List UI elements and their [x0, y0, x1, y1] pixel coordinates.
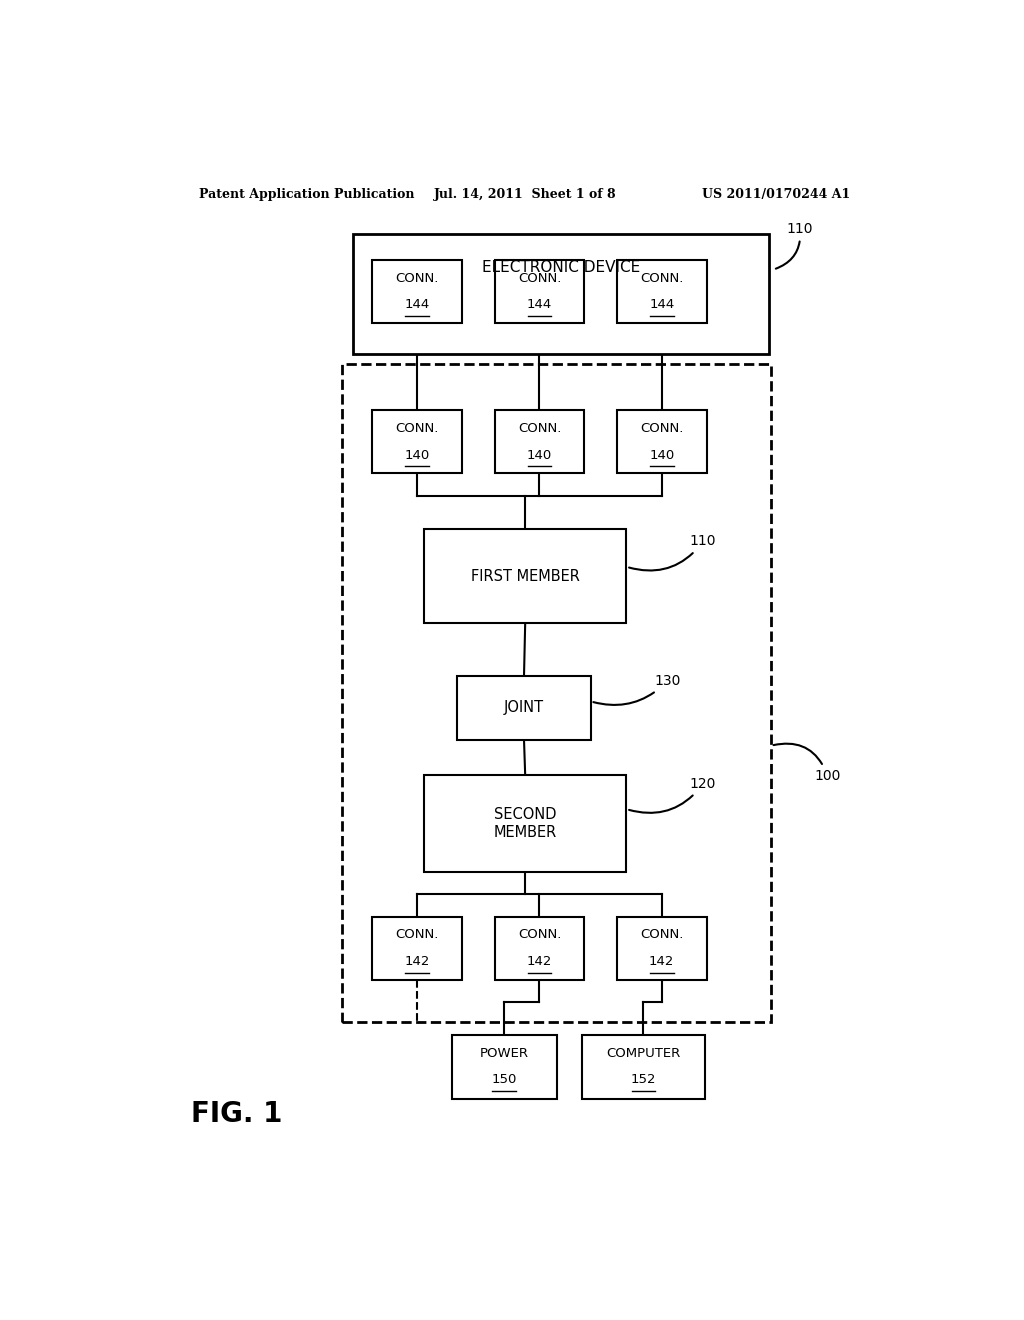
Text: Patent Application Publication: Patent Application Publication	[200, 189, 415, 202]
Text: 150: 150	[492, 1073, 517, 1086]
Text: 110: 110	[629, 535, 717, 570]
Text: 130: 130	[593, 675, 681, 705]
Text: 152: 152	[631, 1073, 656, 1086]
FancyBboxPatch shape	[352, 234, 769, 354]
FancyBboxPatch shape	[616, 411, 707, 474]
FancyBboxPatch shape	[424, 775, 627, 873]
Text: CONN.: CONN.	[395, 928, 439, 941]
Text: 142: 142	[526, 954, 552, 968]
Text: CONN.: CONN.	[518, 422, 561, 436]
Text: 144: 144	[527, 298, 552, 312]
FancyBboxPatch shape	[424, 529, 627, 623]
Text: 144: 144	[649, 298, 675, 312]
FancyBboxPatch shape	[495, 260, 585, 323]
FancyBboxPatch shape	[495, 411, 585, 474]
FancyBboxPatch shape	[616, 916, 707, 979]
Text: SECOND
MEMBER: SECOND MEMBER	[494, 807, 557, 841]
FancyBboxPatch shape	[616, 260, 707, 323]
Text: CONN.: CONN.	[640, 422, 683, 436]
Text: 144: 144	[404, 298, 430, 312]
Text: CONN.: CONN.	[640, 928, 683, 941]
Text: ELECTRONIC DEVICE: ELECTRONIC DEVICE	[481, 260, 640, 275]
Text: 100: 100	[773, 743, 841, 783]
Text: JOINT: JOINT	[504, 701, 544, 715]
Text: CONN.: CONN.	[518, 928, 561, 941]
Text: 140: 140	[649, 449, 675, 462]
Text: 142: 142	[404, 954, 430, 968]
FancyBboxPatch shape	[373, 260, 462, 323]
FancyBboxPatch shape	[458, 676, 591, 739]
FancyBboxPatch shape	[495, 916, 585, 979]
Text: 142: 142	[649, 954, 675, 968]
Text: CONN.: CONN.	[640, 272, 683, 285]
Text: FIG. 1: FIG. 1	[191, 1100, 283, 1127]
FancyBboxPatch shape	[373, 411, 462, 474]
Text: 140: 140	[527, 449, 552, 462]
Text: CONN.: CONN.	[395, 422, 439, 436]
FancyBboxPatch shape	[452, 1035, 557, 1098]
Text: COMPUTER: COMPUTER	[606, 1047, 681, 1060]
Text: CONN.: CONN.	[518, 272, 561, 285]
Text: 120: 120	[629, 776, 716, 813]
FancyBboxPatch shape	[373, 916, 462, 979]
FancyBboxPatch shape	[582, 1035, 705, 1098]
Text: 140: 140	[404, 449, 430, 462]
Text: FIRST MEMBER: FIRST MEMBER	[471, 569, 580, 583]
Text: POWER: POWER	[479, 1047, 528, 1060]
Text: Jul. 14, 2011  Sheet 1 of 8: Jul. 14, 2011 Sheet 1 of 8	[433, 189, 616, 202]
Text: 110: 110	[776, 222, 813, 269]
Text: US 2011/0170244 A1: US 2011/0170244 A1	[701, 189, 850, 202]
Text: CONN.: CONN.	[395, 272, 439, 285]
